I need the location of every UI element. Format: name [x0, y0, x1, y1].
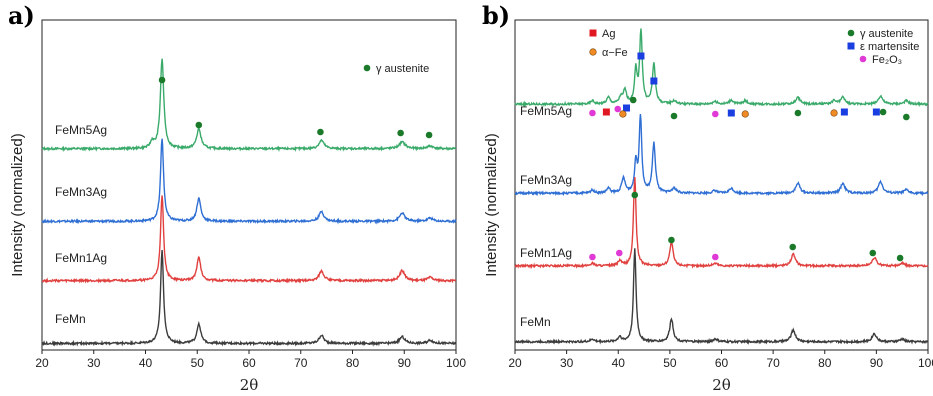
austenite-marker	[397, 129, 404, 137]
x-tick-label: 80	[818, 356, 832, 370]
x-tick-label: 60	[242, 356, 256, 370]
martensite-marker	[623, 104, 631, 112]
austenite-marker	[317, 128, 324, 136]
austenite-marker	[425, 131, 433, 139]
austenite-marker	[195, 121, 203, 129]
x-tick-label: 30	[560, 356, 574, 370]
martensite-marker	[650, 77, 658, 85]
x-tick-label: 30	[87, 356, 101, 370]
legend-swatch-austenite	[363, 64, 371, 72]
x-tick-label: 40	[139, 356, 153, 370]
martensite-marker	[727, 109, 735, 117]
austenite-marker	[879, 108, 887, 116]
fe2o3-marker	[589, 109, 596, 117]
x-tick-label: 90	[870, 356, 884, 370]
legend-label-austenite: γ austenite	[376, 63, 429, 75]
austenite-marker	[668, 236, 675, 244]
legend-swatch-fe2o3	[859, 55, 867, 63]
fe2o3-marker	[712, 253, 719, 261]
series-line-femn3ag	[41, 138, 457, 225]
panel-b-label: b)	[482, 1, 510, 30]
series-line-femn1ag	[42, 195, 457, 284]
x-tick-label: 50	[663, 356, 677, 370]
series-label-femn: FeMn	[55, 312, 86, 326]
fe2o3-marker	[614, 105, 622, 113]
alphafe-marker	[741, 110, 749, 118]
legend-swatch-alphafe	[589, 48, 597, 56]
legend-swatch-martensite	[847, 42, 855, 50]
austenite-marker	[629, 96, 637, 104]
series-line-femn	[514, 248, 929, 345]
plot-frame	[514, 19, 929, 351]
series-label-femn3ag: FeMn3Ag	[520, 173, 572, 187]
y-axis-title: Intensity (normalized)	[9, 133, 26, 276]
fe2o3-marker	[615, 249, 623, 257]
alphafe-marker	[619, 110, 627, 118]
series-line-femn5ag	[514, 28, 929, 108]
austenite-marker	[794, 109, 802, 117]
austenite-marker	[789, 243, 797, 251]
legend-swatch-austenite	[847, 29, 855, 37]
x-tick-label: 50	[191, 356, 205, 370]
martensite-marker	[637, 52, 645, 60]
x-tick-label: 60	[715, 356, 729, 370]
legend-label-austenite: γ austenite	[860, 28, 913, 40]
panel-a: 20 30 40 50 60 70 80 90 100 2θ Intensity (normaliz…	[9, 19, 466, 394]
martensite-marker	[872, 108, 880, 116]
x-axis-title: 2θ	[712, 376, 731, 394]
legend-label-fe2o3: Fe₂O₃	[872, 54, 902, 66]
x-tick-label: 90	[398, 356, 412, 370]
series-line-femn3ag	[514, 114, 929, 197]
austenite-marker	[631, 191, 639, 199]
series-label-femn1ag: FeMn1Ag	[55, 251, 107, 265]
x-tick-label: 20	[508, 356, 522, 370]
x-axis-title: 2θ	[240, 376, 259, 394]
series-label-femn1ag: FeMn1Ag	[520, 246, 572, 260]
martensite-marker	[840, 108, 848, 116]
austenite-marker	[158, 76, 166, 84]
legend-label-ag: Ag	[602, 28, 615, 40]
x-tick-label: 40	[612, 356, 626, 370]
legend-swatch-ag	[589, 29, 597, 37]
x-tick-label: 80	[346, 356, 360, 370]
series-label-femn: FeMn	[520, 315, 551, 329]
x-tick-label: 70	[766, 356, 780, 370]
legend-label-alphafe: α−Fe	[602, 47, 628, 59]
alphafe-marker	[830, 109, 838, 117]
panel-b: 20 30 40 50 60 70 80 90 100 2θ Intensity (normaliz…	[483, 19, 933, 394]
series-label-femn5ag: FeMn5Ag	[55, 123, 107, 137]
y-axis-title: Intensity (normalized)	[483, 133, 500, 276]
fe2o3-marker	[712, 110, 719, 118]
x-tick-label: 70	[294, 356, 308, 370]
ag-marker	[602, 108, 610, 116]
series-line-femn1ag	[514, 177, 929, 270]
series-label-femn5ag: FeMn5Ag	[520, 104, 572, 118]
legend-label-martensite: ε martensite	[860, 41, 919, 53]
austenite-marker	[903, 113, 910, 121]
panel-a-label: a)	[8, 1, 35, 30]
x-tick-label: 100	[446, 356, 466, 370]
fe2o3-marker	[589, 253, 596, 261]
austenite-marker	[670, 112, 678, 120]
series-label-femn3ag: FeMn3Ag	[55, 185, 107, 199]
x-tick-label: 100	[918, 356, 933, 370]
x-tick-label: 20	[35, 356, 49, 370]
austenite-marker	[869, 249, 877, 257]
series-line-femn	[41, 250, 457, 347]
series-line-femn5ag	[41, 58, 457, 153]
austenite-marker	[896, 254, 904, 262]
